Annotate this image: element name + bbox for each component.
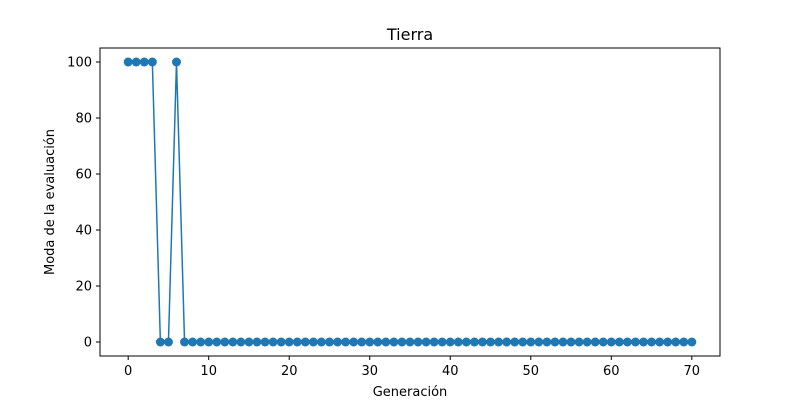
chart-title: Tierra [386, 25, 433, 44]
data-point [180, 337, 190, 347]
data-point [163, 337, 173, 347]
data-point [630, 337, 640, 347]
data-point [333, 337, 343, 347]
data-point [655, 337, 665, 347]
data-point [663, 337, 673, 347]
data-point [679, 337, 689, 347]
data-point [349, 337, 359, 347]
data-point [236, 337, 246, 347]
x-tick-label: 60 [603, 364, 620, 379]
data-point [477, 337, 487, 347]
data-point [421, 337, 431, 347]
y-axis-label: Moda de la evaluación [43, 129, 58, 275]
data-point [292, 337, 302, 347]
data-point [518, 337, 528, 347]
data-point [671, 337, 681, 347]
data-point [397, 337, 407, 347]
x-axis-label: Generación [373, 385, 448, 400]
data-point [188, 337, 198, 347]
data-point [566, 337, 576, 347]
data-point [357, 337, 367, 347]
data-point [324, 337, 334, 347]
data-point [405, 337, 415, 347]
data-point [590, 337, 600, 347]
y-tick-label: 80 [75, 112, 92, 127]
x-tick-label: 50 [523, 364, 540, 379]
y-tick-label: 20 [75, 280, 92, 295]
data-point [155, 337, 165, 347]
data-point [260, 337, 270, 347]
x-tick-label: 30 [361, 364, 378, 379]
data-point [606, 337, 616, 347]
data-point [429, 337, 439, 347]
x-tick-label: 10 [200, 364, 217, 379]
x-tick-label: 70 [684, 364, 701, 379]
data-point [147, 57, 157, 67]
data-point [341, 337, 351, 347]
data-point [252, 337, 262, 347]
data-point [381, 337, 391, 347]
data-point [614, 337, 624, 347]
data-point [526, 337, 536, 347]
data-point [244, 337, 254, 347]
data-point [413, 337, 423, 347]
data-point [542, 337, 552, 347]
x-tick-label: 40 [442, 364, 459, 379]
data-point [220, 337, 230, 347]
y-tick-label: 60 [75, 168, 92, 183]
data-point [204, 337, 214, 347]
data-point [139, 57, 149, 67]
y-tick-label: 100 [67, 56, 92, 71]
data-point [437, 337, 447, 347]
data-point [647, 337, 657, 347]
data-point [469, 337, 479, 347]
y-tick-label: 40 [75, 224, 92, 239]
data-point [131, 57, 141, 67]
data-point [365, 337, 375, 347]
series-line [128, 61, 692, 343]
y-tick-label: 0 [84, 336, 92, 351]
data-point [574, 337, 584, 347]
data-point [510, 337, 520, 347]
data-point [639, 337, 649, 347]
data-point [389, 337, 399, 347]
data-point [300, 337, 310, 347]
data-point [123, 57, 133, 67]
data-point [276, 337, 286, 347]
data-point [308, 337, 318, 347]
data-point [550, 337, 560, 347]
data-point [212, 337, 222, 347]
data-point [558, 337, 568, 347]
plot-frame [99, 47, 721, 357]
data-point [316, 337, 326, 347]
x-tick-label: 20 [281, 364, 298, 379]
data-point [598, 337, 608, 347]
data-point [461, 337, 471, 347]
data-point [502, 337, 512, 347]
data-point [196, 337, 206, 347]
data-point [284, 337, 294, 347]
data-point [622, 337, 632, 347]
plot-layer [123, 57, 697, 347]
data-point [171, 57, 181, 67]
data-point [534, 337, 544, 347]
data-point [486, 337, 496, 347]
data-point [453, 337, 463, 347]
data-point [445, 337, 455, 347]
data-point [687, 337, 697, 347]
data-point [228, 337, 238, 347]
data-point [582, 337, 592, 347]
data-point [373, 337, 383, 347]
x-tick-label: 0 [124, 364, 132, 379]
tick-layer: 0 10 20 30 40 50 60 70 0 20 40 60 80 100 [67, 56, 700, 380]
data-point [268, 337, 278, 347]
data-point [494, 337, 504, 347]
